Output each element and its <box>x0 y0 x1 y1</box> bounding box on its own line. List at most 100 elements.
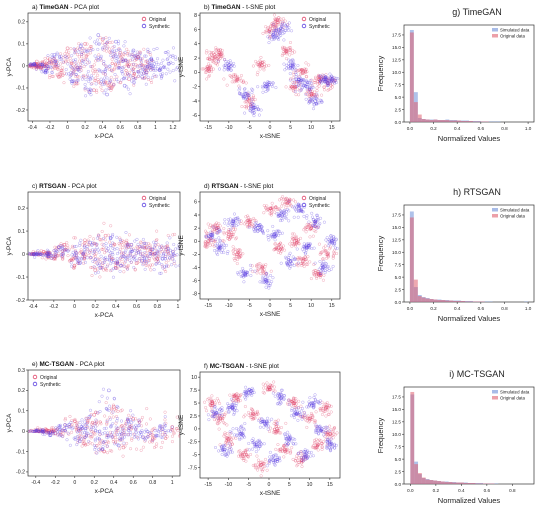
data-point <box>75 65 79 69</box>
data-point <box>47 429 51 433</box>
data-point <box>318 216 323 220</box>
data-point <box>146 259 150 263</box>
data-point <box>174 57 178 61</box>
data-point <box>290 51 294 55</box>
data-point <box>40 70 44 74</box>
data-point <box>274 246 278 250</box>
data-point <box>309 78 314 82</box>
data-point <box>95 242 99 246</box>
data-point <box>285 197 289 201</box>
data-point <box>267 29 272 34</box>
data-point <box>225 231 229 235</box>
data-point <box>244 273 248 277</box>
data-point <box>53 250 58 254</box>
data-point <box>64 430 68 434</box>
data-point <box>241 427 245 431</box>
data-point <box>229 64 233 68</box>
data-point <box>311 85 315 89</box>
data-point <box>294 85 298 89</box>
data-point <box>275 212 279 216</box>
data-point <box>109 425 113 429</box>
data-point <box>104 64 108 68</box>
data-point <box>226 249 230 254</box>
legend-swatch <box>492 208 498 212</box>
data-point <box>131 53 135 57</box>
data-point <box>223 444 227 448</box>
data-point <box>120 243 124 247</box>
data-point <box>249 390 253 394</box>
data-point <box>139 418 143 422</box>
data-point <box>217 418 221 422</box>
data-point <box>129 260 133 264</box>
data-point <box>149 57 153 62</box>
data-point <box>113 247 117 251</box>
data-point <box>85 53 89 57</box>
data-point <box>116 427 120 431</box>
data-point <box>235 401 239 405</box>
data-point <box>131 256 135 260</box>
data-point <box>313 224 317 228</box>
data-point <box>122 254 126 258</box>
data-point <box>148 65 152 69</box>
data-point <box>240 431 244 435</box>
x-tick-label: 10 <box>307 482 313 488</box>
data-point <box>320 267 325 271</box>
data-point <box>332 75 336 79</box>
data-point <box>259 421 263 425</box>
data-point <box>77 437 81 441</box>
data-point <box>36 252 40 256</box>
data-point <box>272 37 276 41</box>
data-point <box>71 79 75 83</box>
data-point <box>103 43 107 47</box>
data-point <box>55 52 59 56</box>
data-point <box>30 63 34 68</box>
data-point <box>224 443 228 447</box>
data-point <box>298 68 302 72</box>
data-point <box>318 80 322 85</box>
data-point <box>210 414 214 418</box>
data-point <box>140 76 145 80</box>
data-point <box>326 88 330 92</box>
panel-title: b) TimeGAN - t-SNE plot <box>204 4 276 11</box>
data-point <box>317 77 322 82</box>
data-point <box>277 18 281 22</box>
data-point <box>164 254 168 258</box>
data-point <box>113 62 117 66</box>
data-point <box>314 97 318 101</box>
data-point <box>84 49 88 53</box>
data-point <box>98 36 102 40</box>
data-point <box>284 421 288 425</box>
data-point <box>225 436 229 440</box>
data-point <box>80 46 84 50</box>
data-point <box>122 44 126 48</box>
data-point <box>109 88 113 92</box>
data-point <box>252 111 256 115</box>
data-point <box>291 403 295 407</box>
data-point <box>286 204 290 208</box>
data-point <box>245 273 249 277</box>
data-point <box>77 428 81 432</box>
data-point <box>150 436 155 440</box>
data-point <box>225 454 229 458</box>
data-point <box>126 428 130 432</box>
data-point <box>292 81 296 85</box>
data-point <box>306 414 310 418</box>
data-point <box>276 247 280 251</box>
data-point <box>141 67 145 71</box>
data-point <box>308 235 312 239</box>
data-point <box>328 431 332 435</box>
data-point <box>231 245 235 249</box>
data-point <box>284 205 288 210</box>
legend-swatch <box>492 214 498 218</box>
data-point <box>76 82 80 86</box>
data-point <box>227 435 231 439</box>
data-point <box>232 217 236 221</box>
data-point <box>232 392 236 396</box>
data-point <box>211 233 215 237</box>
data-point <box>161 72 165 76</box>
data-point <box>70 253 74 257</box>
data-point <box>79 260 83 264</box>
data-point <box>325 83 329 87</box>
data-point <box>41 249 46 254</box>
data-point <box>312 80 316 84</box>
